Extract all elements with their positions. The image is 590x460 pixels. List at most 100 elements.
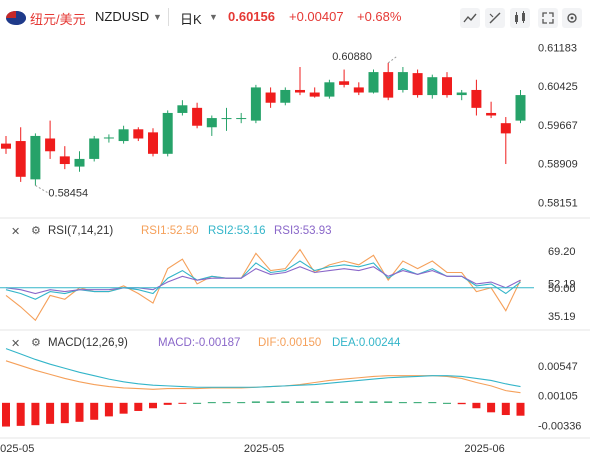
timeframe-select[interactable]: 日K (180, 12, 202, 27)
dea-line (5, 348, 521, 388)
candle (1, 143, 11, 149)
price-change-pct: +0.68% (357, 9, 402, 24)
rsi-line-2 (5, 260, 521, 300)
rsi-axis-tick: 35.19 (548, 311, 576, 323)
macd-bar (163, 402, 172, 405)
candle (103, 137, 114, 139)
candle (250, 87, 261, 121)
candle (500, 123, 511, 134)
dif-line (5, 360, 521, 394)
candle (471, 89, 482, 108)
rsi2-value: RSI2:53.16 (208, 225, 266, 237)
macd-bar (310, 401, 319, 403)
candle (148, 132, 158, 154)
macd-bar (90, 402, 99, 420)
candle (133, 129, 144, 139)
time-axis-tick: 2025-05 (0, 443, 34, 455)
candle (30, 135, 41, 180)
rsi-line-3 (5, 266, 521, 295)
close-icon[interactable]: ✕ (11, 338, 21, 350)
symbol-name[interactable]: 纽元/美元 (30, 12, 86, 27)
candle (265, 92, 276, 103)
price-axis-tick: 0.58151 (538, 197, 578, 209)
candle (59, 156, 70, 165)
chevron-down-icon[interactable]: ▼ (209, 12, 218, 22)
candle (339, 81, 350, 85)
macd-bar (134, 402, 143, 411)
macd-bar (413, 402, 422, 404)
macd-bar (119, 402, 128, 414)
drawing-icon[interactable] (485, 8, 505, 28)
candle (442, 77, 452, 96)
time-axis-tick: 2025-06 (464, 443, 504, 455)
candle (221, 118, 232, 120)
price-axis-tick: 0.59667 (538, 120, 578, 132)
rsi1-value: RSI1:52.50 (141, 225, 199, 237)
macd-bar (428, 402, 437, 404)
chevron-down-icon[interactable]: ▼ (153, 12, 162, 22)
fullscreen-icon[interactable] (538, 8, 558, 28)
macd-bar (222, 402, 231, 404)
macd-bar (487, 402, 496, 413)
candle (280, 89, 291, 103)
candle (45, 138, 56, 152)
candle (192, 107, 203, 126)
macd-bar (443, 402, 451, 404)
macd-bar (104, 402, 113, 417)
macd-value: MACD:-0.00187 (158, 337, 241, 349)
macd-bar (325, 401, 334, 403)
candle (74, 158, 85, 167)
price-axis-tick: 0.61183 (538, 42, 577, 54)
settings-icon[interactable]: ⚙ (31, 225, 41, 237)
close-icon[interactable]: ✕ (11, 226, 21, 238)
symbol-code[interactable]: NZDUSD (95, 9, 150, 24)
macd-bar (369, 401, 378, 403)
macd-bar (207, 402, 216, 404)
rsi-axis-tick: 50.00 (548, 283, 576, 295)
settings-icon[interactable] (562, 8, 582, 28)
macd-axis-tick: 0.00547 (538, 361, 578, 373)
chart-type-icon[interactable] (510, 8, 530, 28)
candle (15, 141, 26, 177)
macd-axis-tick: 0.00105 (538, 391, 578, 403)
candle (456, 92, 467, 96)
candle (397, 72, 408, 90)
candle (383, 72, 394, 98)
candle (236, 118, 247, 120)
macd-bar (472, 402, 481, 409)
chart-header: 纽元/美元 NZDUSD ▼ 日K ▼ 0.60156 +0.00407 +0.… (0, 0, 590, 34)
last-price: 0.60156 (228, 9, 275, 24)
macd-bar (60, 402, 69, 424)
macd-bar (457, 402, 466, 405)
rsi-axis-tick: 52.19 (548, 279, 576, 291)
macd-bar (193, 402, 202, 404)
candle (89, 138, 100, 159)
macd-bar (16, 402, 25, 426)
candle (324, 82, 335, 97)
candle (177, 105, 188, 113)
nz-flag-icon (6, 11, 26, 25)
price-axis-tick: 0.58909 (538, 159, 578, 171)
macd-axis-tick: -0.00336 (538, 421, 581, 433)
candle (206, 118, 217, 128)
candle (353, 87, 364, 93)
rsi-name: RSI(7,14,21) (48, 225, 114, 237)
min-leader (35, 185, 48, 193)
macd-bar (281, 401, 290, 403)
macd-bar (75, 402, 84, 422)
macd-bar (251, 401, 260, 403)
rsi-line-1 (5, 248, 521, 322)
macd-bar (516, 402, 525, 416)
candle (368, 72, 379, 93)
settings-icon[interactable]: ⚙ (31, 337, 41, 349)
macd-bar (2, 402, 10, 427)
price-change: +0.00407 (289, 9, 344, 24)
candle (515, 95, 526, 121)
macd-bar (296, 401, 304, 403)
candle (118, 129, 129, 142)
indicators-icon[interactable] (460, 8, 480, 28)
divider (168, 8, 169, 26)
macd-bar (398, 402, 407, 404)
candle (427, 77, 438, 96)
